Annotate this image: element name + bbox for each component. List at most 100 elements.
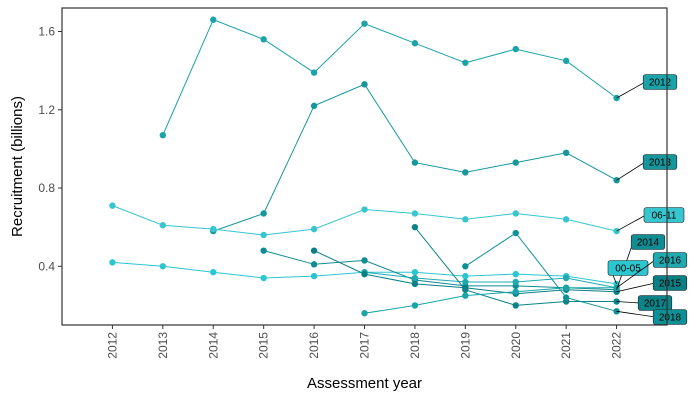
data-point <box>109 259 116 266</box>
data-point <box>562 274 570 282</box>
data-point <box>361 20 368 27</box>
data-point <box>411 268 419 276</box>
label-text: 2012 <box>649 78 672 89</box>
series-end-label: 00-05 <box>607 260 649 285</box>
x-tick-label: 2020 <box>509 332 523 359</box>
data-point <box>462 286 469 293</box>
data-point <box>462 216 469 223</box>
data-point <box>361 310 368 317</box>
data-point <box>310 272 318 280</box>
x-tick-label: 2015 <box>257 332 271 359</box>
data-point <box>411 274 419 282</box>
series-end-label: 2012 <box>616 74 678 99</box>
data-point <box>562 294 570 301</box>
y-tick-label: 0.8 <box>38 181 55 195</box>
data-point <box>361 206 368 213</box>
data-point <box>512 45 519 53</box>
data-point <box>361 81 368 88</box>
series-end-label: 2016 <box>616 252 688 289</box>
series-line <box>465 232 617 312</box>
label-connector <box>616 282 656 293</box>
label-connector <box>616 81 646 99</box>
data-point <box>512 159 519 166</box>
data-point <box>462 169 469 176</box>
data-point <box>310 247 318 254</box>
x-tick-label: 2013 <box>156 332 170 359</box>
x-tick-label: 2014 <box>206 332 220 359</box>
y-tick-label: 1.2 <box>38 103 55 117</box>
data-point <box>411 302 419 309</box>
y-tick-label: 1.6 <box>38 24 55 38</box>
label-text: 2013 <box>649 158 672 169</box>
label-text: 00-05 <box>615 264 641 275</box>
x-axis-title: Assessment year <box>307 375 422 392</box>
data-point <box>210 225 217 233</box>
label-box <box>642 154 678 170</box>
series-labels: 2012 2013 06-11 2014 00-05 2016 2015 2017 2018 <box>607 74 688 325</box>
data-point <box>260 231 267 239</box>
series-line <box>364 287 617 314</box>
label-box <box>652 309 688 325</box>
label-connector <box>616 259 656 289</box>
label-box <box>652 275 688 291</box>
data-point <box>512 288 519 295</box>
y-tick-label: 0.4 <box>38 259 55 273</box>
label-text: 06-11 <box>652 211 677 222</box>
data-point <box>260 36 267 43</box>
series-end-label: 2014 <box>616 234 666 290</box>
x-tick-label: 2019 <box>458 332 472 359</box>
data-point <box>462 263 469 270</box>
data-point <box>109 202 116 209</box>
label-text: 2015 <box>659 279 682 290</box>
data-point <box>210 16 217 23</box>
data-point <box>210 268 217 276</box>
data-point <box>512 278 519 286</box>
label-box <box>630 234 666 250</box>
data-point <box>411 40 419 47</box>
data-point <box>512 270 519 278</box>
data-point <box>260 210 267 217</box>
data-point <box>361 257 368 264</box>
series-end-label: 2013 <box>616 154 678 181</box>
data-point <box>260 247 267 254</box>
data-point <box>462 292 469 299</box>
data-point <box>411 223 419 231</box>
label-text: 2016 <box>659 256 682 267</box>
data-point <box>310 102 318 110</box>
data-point <box>462 278 469 286</box>
data-point <box>613 298 620 305</box>
data-point <box>411 159 419 166</box>
data-point <box>159 222 167 229</box>
data-point <box>613 308 620 315</box>
label-connector <box>616 214 647 232</box>
label-text: 2017 <box>644 299 667 310</box>
data-point <box>411 210 419 217</box>
x-tick-label: 2016 <box>307 332 321 359</box>
data-point <box>562 149 570 157</box>
series-end-label: 2015 <box>616 275 688 293</box>
data-point <box>562 57 570 65</box>
series-line <box>162 19 617 136</box>
x-tick-label: 2021 <box>559 332 573 359</box>
label-box <box>652 252 688 268</box>
data-point <box>562 216 570 223</box>
label-box <box>642 74 678 90</box>
label-text: 2018 <box>659 313 682 324</box>
x-tick-label: 2017 <box>358 332 372 359</box>
x-axis: 2012 2013 2014 2015 2016 2017 2018 2019 2020 2021… <box>105 325 624 359</box>
label-connector <box>616 161 646 181</box>
data-point <box>512 302 519 309</box>
series-end-label: 06-11 <box>616 207 685 232</box>
y-axis-title: Recruitment (billions) <box>9 96 26 237</box>
data-point <box>260 274 267 282</box>
data-point <box>562 284 570 292</box>
label-box <box>643 207 685 223</box>
label-text: 2014 <box>637 238 660 249</box>
data-point <box>411 280 419 288</box>
x-tick-label: 2018 <box>408 332 422 359</box>
label-connector <box>616 310 656 318</box>
data-point <box>512 229 519 237</box>
series-end-label: 2018 <box>616 309 688 325</box>
